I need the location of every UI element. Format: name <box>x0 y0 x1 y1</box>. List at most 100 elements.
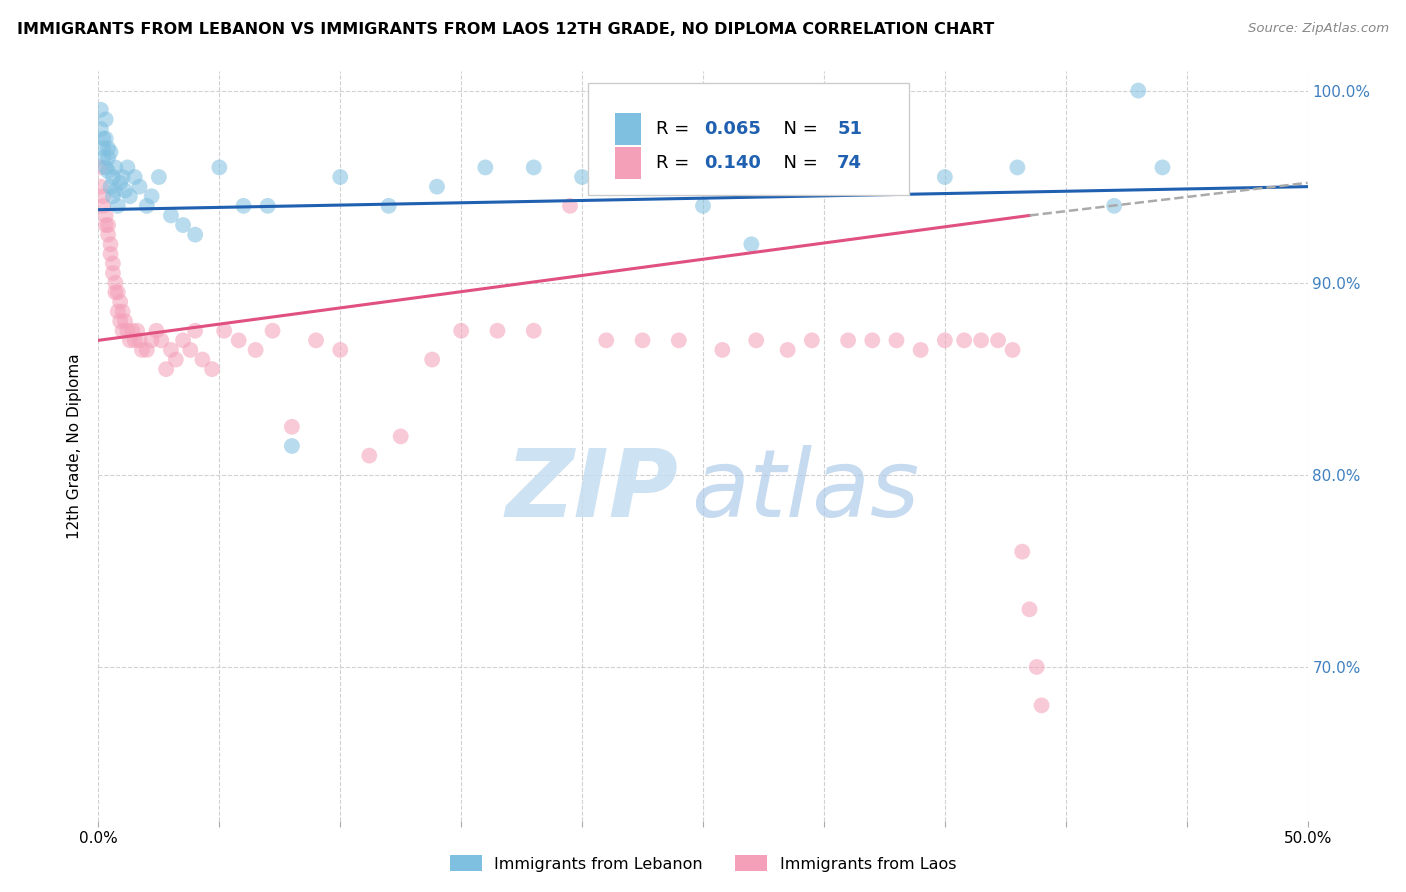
Point <box>160 209 183 223</box>
Point <box>860 161 883 175</box>
Point <box>91 189 114 203</box>
FancyBboxPatch shape <box>614 113 641 145</box>
Point <box>474 161 496 175</box>
Point <box>486 324 509 338</box>
Point <box>128 179 150 194</box>
Text: R =: R = <box>655 120 695 138</box>
Point <box>94 131 117 145</box>
Point <box>420 352 443 367</box>
Point <box>97 141 120 155</box>
Point <box>359 449 381 463</box>
Point <box>910 343 932 357</box>
Point <box>1152 161 1174 175</box>
Point <box>145 324 167 338</box>
Point <box>91 199 114 213</box>
Point <box>97 218 120 232</box>
Text: 74: 74 <box>837 154 862 172</box>
Point <box>111 169 134 184</box>
Point <box>100 247 122 261</box>
Point <box>1031 698 1053 713</box>
Point <box>1007 161 1029 175</box>
Point <box>523 161 546 175</box>
Point <box>160 343 183 357</box>
Point <box>141 189 163 203</box>
Point <box>121 324 143 338</box>
Point <box>108 314 131 328</box>
Point <box>228 334 250 348</box>
Point <box>101 256 124 270</box>
Point <box>128 334 150 348</box>
Point <box>165 352 187 367</box>
Point <box>800 334 823 348</box>
Point <box>91 151 114 165</box>
Point <box>934 334 956 348</box>
Point <box>118 189 141 203</box>
Point <box>389 429 412 443</box>
Y-axis label: 12th Grade, No Diploma: 12th Grade, No Diploma <box>67 353 83 539</box>
Point <box>262 324 284 338</box>
Point <box>114 314 136 328</box>
Point <box>668 334 690 348</box>
Point <box>104 184 127 198</box>
Point <box>329 169 352 184</box>
Point <box>1025 660 1047 674</box>
Point <box>114 184 136 198</box>
Point <box>1001 343 1024 357</box>
Point <box>150 334 173 348</box>
Point <box>184 324 207 338</box>
Point <box>104 161 127 175</box>
Point <box>101 189 124 203</box>
Point <box>595 334 617 348</box>
Point <box>813 161 835 175</box>
Point <box>450 324 472 338</box>
Point <box>970 334 993 348</box>
Point <box>97 227 120 242</box>
Point <box>426 179 449 194</box>
Point <box>208 161 231 175</box>
Point <box>131 343 153 357</box>
Point <box>619 161 641 175</box>
Point <box>329 343 352 357</box>
Point <box>201 362 224 376</box>
Point <box>523 324 546 338</box>
Point <box>108 294 131 309</box>
Point <box>135 343 157 357</box>
Point <box>148 169 170 184</box>
Text: R =: R = <box>655 154 695 172</box>
Point <box>256 199 278 213</box>
Text: 0.065: 0.065 <box>704 120 761 138</box>
Text: ZIP: ZIP <box>506 445 679 537</box>
Point <box>571 169 593 184</box>
Text: 0.140: 0.140 <box>704 154 761 172</box>
Point <box>90 161 112 175</box>
Point <box>124 169 146 184</box>
Point <box>97 164 120 178</box>
Point <box>127 324 149 338</box>
Point <box>135 199 157 213</box>
Text: IMMIGRANTS FROM LEBANON VS IMMIGRANTS FROM LAOS 12TH GRADE, NO DIPLOMA CORRELATI: IMMIGRANTS FROM LEBANON VS IMMIGRANTS FR… <box>17 22 994 37</box>
Point <box>837 334 859 348</box>
Point <box>107 199 129 213</box>
FancyBboxPatch shape <box>588 83 908 195</box>
Point <box>104 285 127 300</box>
Point <box>191 352 214 367</box>
Point <box>90 122 112 136</box>
Point <box>100 237 122 252</box>
Point <box>692 199 714 213</box>
Text: 51: 51 <box>837 120 862 138</box>
Point <box>100 145 122 159</box>
Point <box>953 334 976 348</box>
Point <box>184 227 207 242</box>
Point <box>745 334 768 348</box>
Text: atlas: atlas <box>690 445 920 536</box>
Point <box>94 112 117 127</box>
Point <box>111 324 134 338</box>
Text: N =: N = <box>772 154 824 172</box>
Point <box>740 237 762 252</box>
Point <box>100 179 122 194</box>
Point <box>117 161 139 175</box>
Point <box>90 179 112 194</box>
Point <box>111 304 134 318</box>
Point <box>91 141 114 155</box>
Point <box>558 199 581 213</box>
